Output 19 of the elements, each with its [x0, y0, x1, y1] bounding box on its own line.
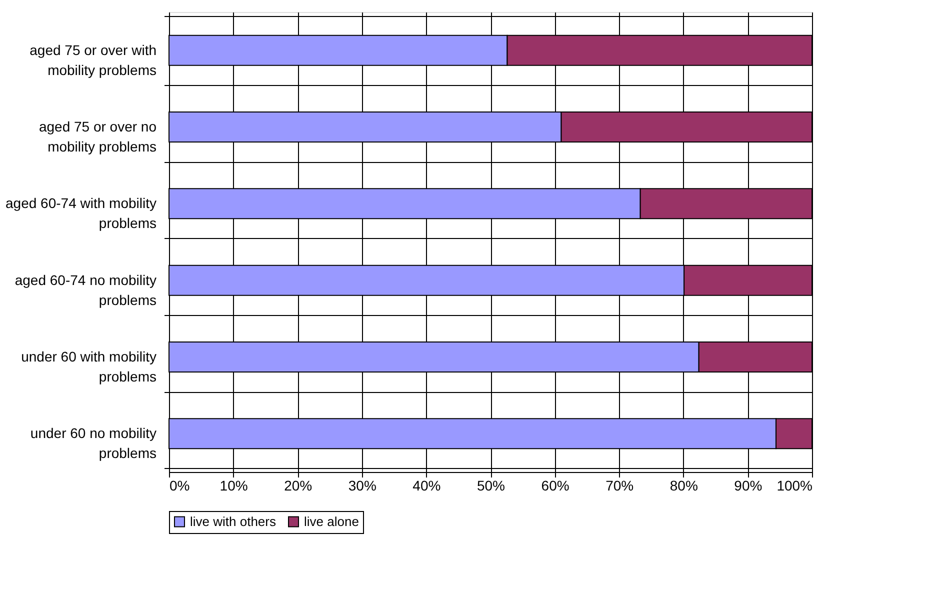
legend-label: live alone	[304, 514, 359, 529]
legend-label: live with others	[190, 514, 276, 529]
y-tick-label: aged 60-74 with mobility problems	[6, 195, 156, 232]
x-tick-label: 90%	[734, 478, 762, 494]
x-tick-label: 10%	[220, 478, 248, 494]
x-tick-label: 0%	[170, 478, 190, 494]
x-tick-label: 100%	[776, 478, 812, 494]
y-tick-label: under 60 with mobility problems	[21, 348, 156, 384]
x-tick-label: 80%	[670, 478, 698, 494]
x-tick-label: 30%	[348, 478, 376, 494]
x-tick-label: 40%	[412, 478, 441, 494]
y-tick-label: aged 60-74 no mobility problems	[14, 272, 156, 308]
x-tick-label: 60%	[541, 478, 570, 494]
y-tick-label: aged 75 or over no mobility problems	[38, 118, 157, 154]
x-tick-label: 50%	[476, 478, 506, 494]
x-tick-label: 70%	[606, 478, 634, 494]
y-tick-label: under 60 no mobility problems	[30, 425, 156, 462]
y-tick-label: aged 75 or over with mobility problems	[30, 42, 156, 78]
x-tick-label: 20%	[284, 478, 312, 494]
